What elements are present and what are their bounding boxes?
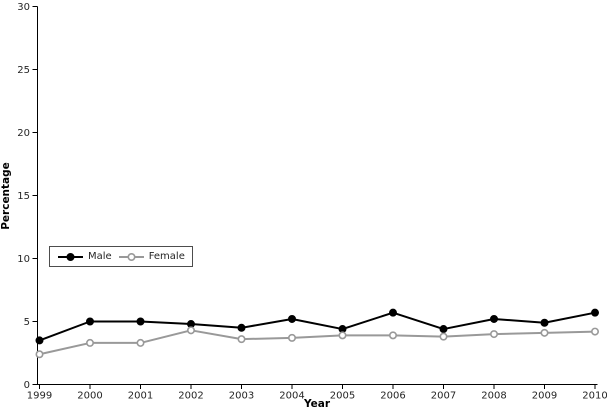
legend: Male Female [49, 246, 193, 267]
male-point-2005 [338, 325, 347, 334]
female-point-1999 [35, 350, 44, 359]
male-legend-marker [66, 252, 75, 261]
male-point-1999 [35, 336, 44, 345]
female-point-2010 [590, 327, 599, 336]
y-tick-label: 5 [24, 317, 30, 328]
female-line [39, 329, 596, 356]
x-tick-label: 2008 [481, 391, 506, 402]
female-point-2008 [489, 330, 498, 339]
series-male [35, 308, 599, 345]
x-tick-label: 2007 [431, 391, 456, 402]
female-point-2001 [136, 338, 145, 347]
male-point-2000 [86, 317, 95, 326]
male-point-2004 [287, 314, 296, 323]
male-point-2001 [136, 317, 145, 326]
x-tick-label: 1999 [27, 391, 52, 402]
female-point-2003 [237, 335, 246, 344]
legend-item-male: Male [57, 251, 112, 262]
x-tick-label: 2009 [532, 391, 557, 402]
female-point-2002 [187, 326, 196, 335]
x-tick-label: 2002 [178, 391, 203, 402]
male-line [39, 311, 596, 342]
y-tick-label: 10 [17, 254, 30, 265]
y-tick-label: 0 [24, 380, 30, 391]
male-point-2009 [540, 318, 549, 327]
male-point-2002 [187, 320, 196, 329]
male-series-swatch-icon [58, 252, 83, 261]
y-tick-label: 30 [17, 2, 30, 13]
legend-item-female: Female [118, 251, 185, 262]
legend-label-male: Male [88, 251, 112, 262]
x-tick-label: 2006 [380, 391, 405, 402]
male-point-2003 [237, 323, 246, 332]
male-point-2010 [590, 308, 599, 317]
series-female [35, 326, 599, 359]
female-series-swatch-icon [118, 252, 144, 261]
legend-label-female: Female [148, 251, 185, 262]
female-legend-marker [127, 252, 136, 261]
x-tick-label: 2010 [582, 391, 607, 402]
axes: 0 5 10 15 20 25 30 1999 2000 2001 2002 2003 2004 2005… [17, 2, 607, 402]
male-point-2007 [439, 325, 448, 334]
plot-generated-content: 0 5 10 15 20 25 30 1999 2000 2001 2002 2003 2004 2005… [17, 2, 607, 402]
x-tick-label: 2005 [330, 391, 355, 402]
female-point-2005 [338, 331, 347, 340]
female-point-2004 [287, 333, 296, 342]
x-axis-label: Year [303, 398, 331, 410]
x-tick-label: 2000 [77, 391, 102, 402]
y-tick-label: 15 [17, 191, 30, 202]
male-point-2008 [489, 314, 498, 323]
x-tick-label: 2004 [279, 391, 304, 402]
female-point-2009 [540, 328, 549, 337]
y-axis-label: Percentage [0, 162, 12, 230]
y-tick-label: 25 [17, 65, 30, 76]
female-point-2000 [86, 338, 95, 347]
female-point-2006 [388, 331, 397, 340]
female-point-2007 [439, 332, 448, 341]
x-tick-label: 2001 [128, 391, 153, 402]
x-tick-label: 2003 [229, 391, 254, 402]
y-tick-label: 20 [17, 128, 30, 139]
male-point-2006 [388, 308, 397, 317]
